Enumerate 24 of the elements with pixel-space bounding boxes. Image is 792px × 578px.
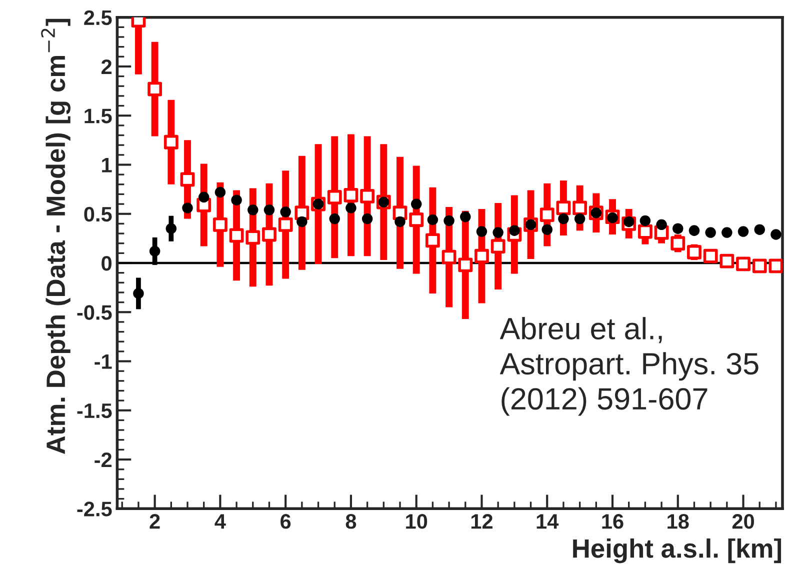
x-tick-label: 6 <box>280 514 291 529</box>
y-tick-label: 0 <box>102 256 112 271</box>
x-tick-label: 20 <box>732 514 754 529</box>
x-tick-label: 8 <box>346 514 356 529</box>
y-tick-label: 1.5 <box>84 108 112 124</box>
y-tick-label: -2.5 <box>77 502 112 516</box>
x-tick-label: 10 <box>406 514 428 529</box>
y-tick-label: 1 <box>102 158 112 172</box>
x-tick-label: 2 <box>150 514 160 529</box>
y-tick-label: -0.5 <box>77 305 112 320</box>
y-tick-label: 0.5 <box>84 206 112 222</box>
y-tick-label: -1.5 <box>77 404 112 418</box>
x-tick-label: 14 <box>536 514 559 529</box>
y-tick-label: -1 <box>94 354 112 369</box>
y-tick-label: 2 <box>101 59 112 74</box>
y-axis-title: Atm. Depth (Data - Model) [g cm$^{−2}$] <box>41 18 70 454</box>
x-tick-label: 4 <box>214 514 226 529</box>
x-tick-label: 12 <box>471 514 492 529</box>
annotation: Abreu et al., Astropart. Phys. 35 (2012) 591-607 <box>500 317 758 416</box>
y-tick-label: -2 <box>94 452 112 468</box>
x-tick-label: 18 <box>668 514 689 529</box>
x-tick-label: 16 <box>602 514 624 529</box>
x-axis-title: Height a.s.l. [km] <box>573 538 782 564</box>
y-tick-label: 2.5 <box>84 10 112 26</box>
